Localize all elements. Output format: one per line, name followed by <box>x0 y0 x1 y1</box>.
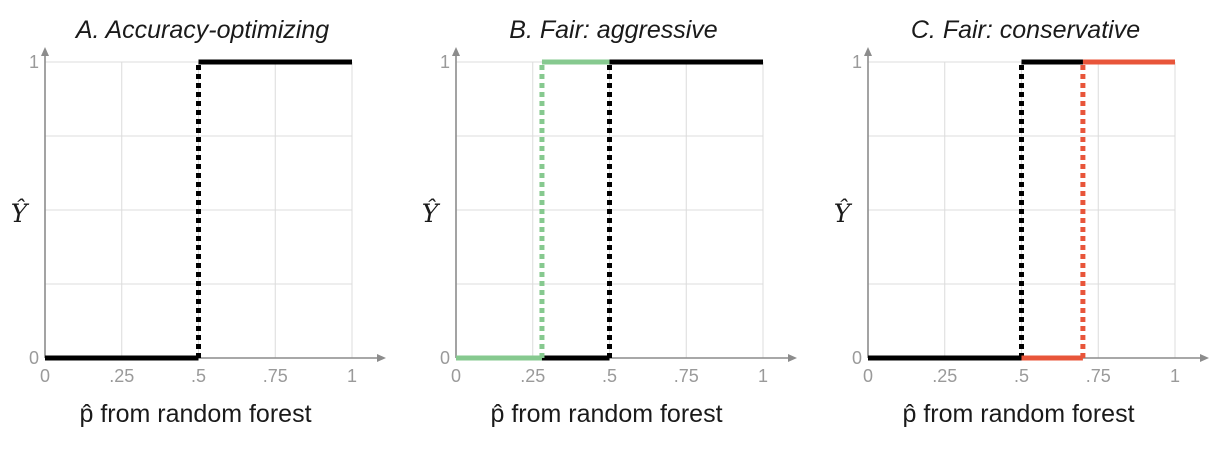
y-axis-arrow-icon <box>864 47 872 56</box>
chart-title: C. Fair: conservative <box>911 16 1140 44</box>
x-tick-label: .5 <box>191 366 206 386</box>
y-tick-label: 1 <box>440 52 450 72</box>
x-axis-label: p̂ from random forest <box>902 400 1134 428</box>
x-tick-label: .25 <box>932 366 957 386</box>
x-tick-label: .25 <box>109 366 134 386</box>
x-tick-label: .75 <box>263 366 288 386</box>
y-tick-label: 0 <box>29 348 39 368</box>
x-tick-label: 1 <box>1170 366 1180 386</box>
panel-b: B. Fair: aggressive 0 .25 .5 .75 1 0 1 Ŷp̂ from … <box>422 16 797 428</box>
y-tick-label: 1 <box>852 52 862 72</box>
panel-c: C. Fair: conservative 0 .25 .5 .75 1 0 1 Ŷp̂ fro… <box>834 16 1209 428</box>
x-tick-label: .75 <box>1086 366 1111 386</box>
y-tick-label: 0 <box>852 348 862 368</box>
y-axis-label: Ŷ <box>422 199 441 228</box>
x-axis-arrow-icon <box>377 354 386 362</box>
x-axis-label: p̂ from random forest <box>79 400 311 428</box>
y-tick-label: 1 <box>29 52 39 72</box>
panel-a: A. Accuracy-optimizing 0 .25 .5 .75 1 0 1 Ŷp̂ fr… <box>11 16 386 428</box>
chart-title: A. Accuracy-optimizing <box>74 16 329 44</box>
x-axis-arrow-icon <box>1200 354 1209 362</box>
x-tick-label: 0 <box>40 366 50 386</box>
x-axis-arrow-icon <box>788 354 797 362</box>
x-tick-label: 0 <box>863 366 873 386</box>
x-tick-label: .5 <box>602 366 617 386</box>
x-tick-label: .25 <box>520 366 545 386</box>
y-axis-arrow-icon <box>41 47 49 56</box>
y-axis-label: Ŷ <box>11 199 30 228</box>
x-tick-label: 1 <box>347 366 357 386</box>
x-axis-label: p̂ from random forest <box>490 400 722 428</box>
x-tick-label: 1 <box>758 366 768 386</box>
chart-title: B. Fair: aggressive <box>509 16 717 44</box>
y-tick-label: 0 <box>440 348 450 368</box>
y-axis-arrow-icon <box>452 47 460 56</box>
x-tick-label: 0 <box>451 366 461 386</box>
x-tick-label: .5 <box>1014 366 1029 386</box>
y-axis-label: Ŷ <box>834 199 853 228</box>
x-tick-label: .75 <box>674 366 699 386</box>
